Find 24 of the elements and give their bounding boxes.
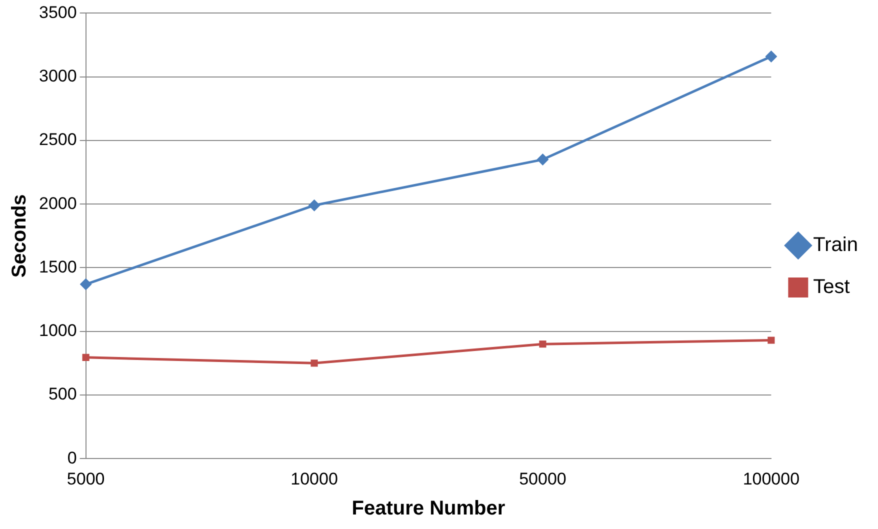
y-tick-label: 500: [48, 384, 77, 404]
x-tick-label: 100000: [742, 469, 800, 488]
x-axis-title: Feature Number: [352, 498, 506, 520]
x-tick-label: 10000: [290, 469, 338, 488]
point: [765, 50, 778, 62]
y-tick-label: 1500: [38, 257, 77, 276]
point: [308, 199, 320, 212]
point: [768, 336, 775, 344]
y-tick-label: 3500: [38, 2, 77, 22]
y-tick-label: 2000: [38, 194, 77, 213]
y-tick-label: 0: [67, 448, 77, 468]
legend-label: Test: [813, 276, 850, 298]
y-axis-title: Seconds: [8, 194, 31, 278]
point: [80, 278, 92, 290]
y-tick-label: 1000: [38, 321, 77, 340]
point: [536, 154, 549, 166]
point: [82, 354, 90, 361]
y-tick-label: 3000: [38, 66, 77, 86]
x-tick-label: 50000: [519, 469, 566, 488]
x-tick-label: 5000: [66, 469, 105, 488]
point: [310, 360, 318, 367]
legend-label: Train: [813, 234, 858, 256]
y-tick-label: 2500: [38, 130, 77, 150]
point: [539, 340, 546, 348]
